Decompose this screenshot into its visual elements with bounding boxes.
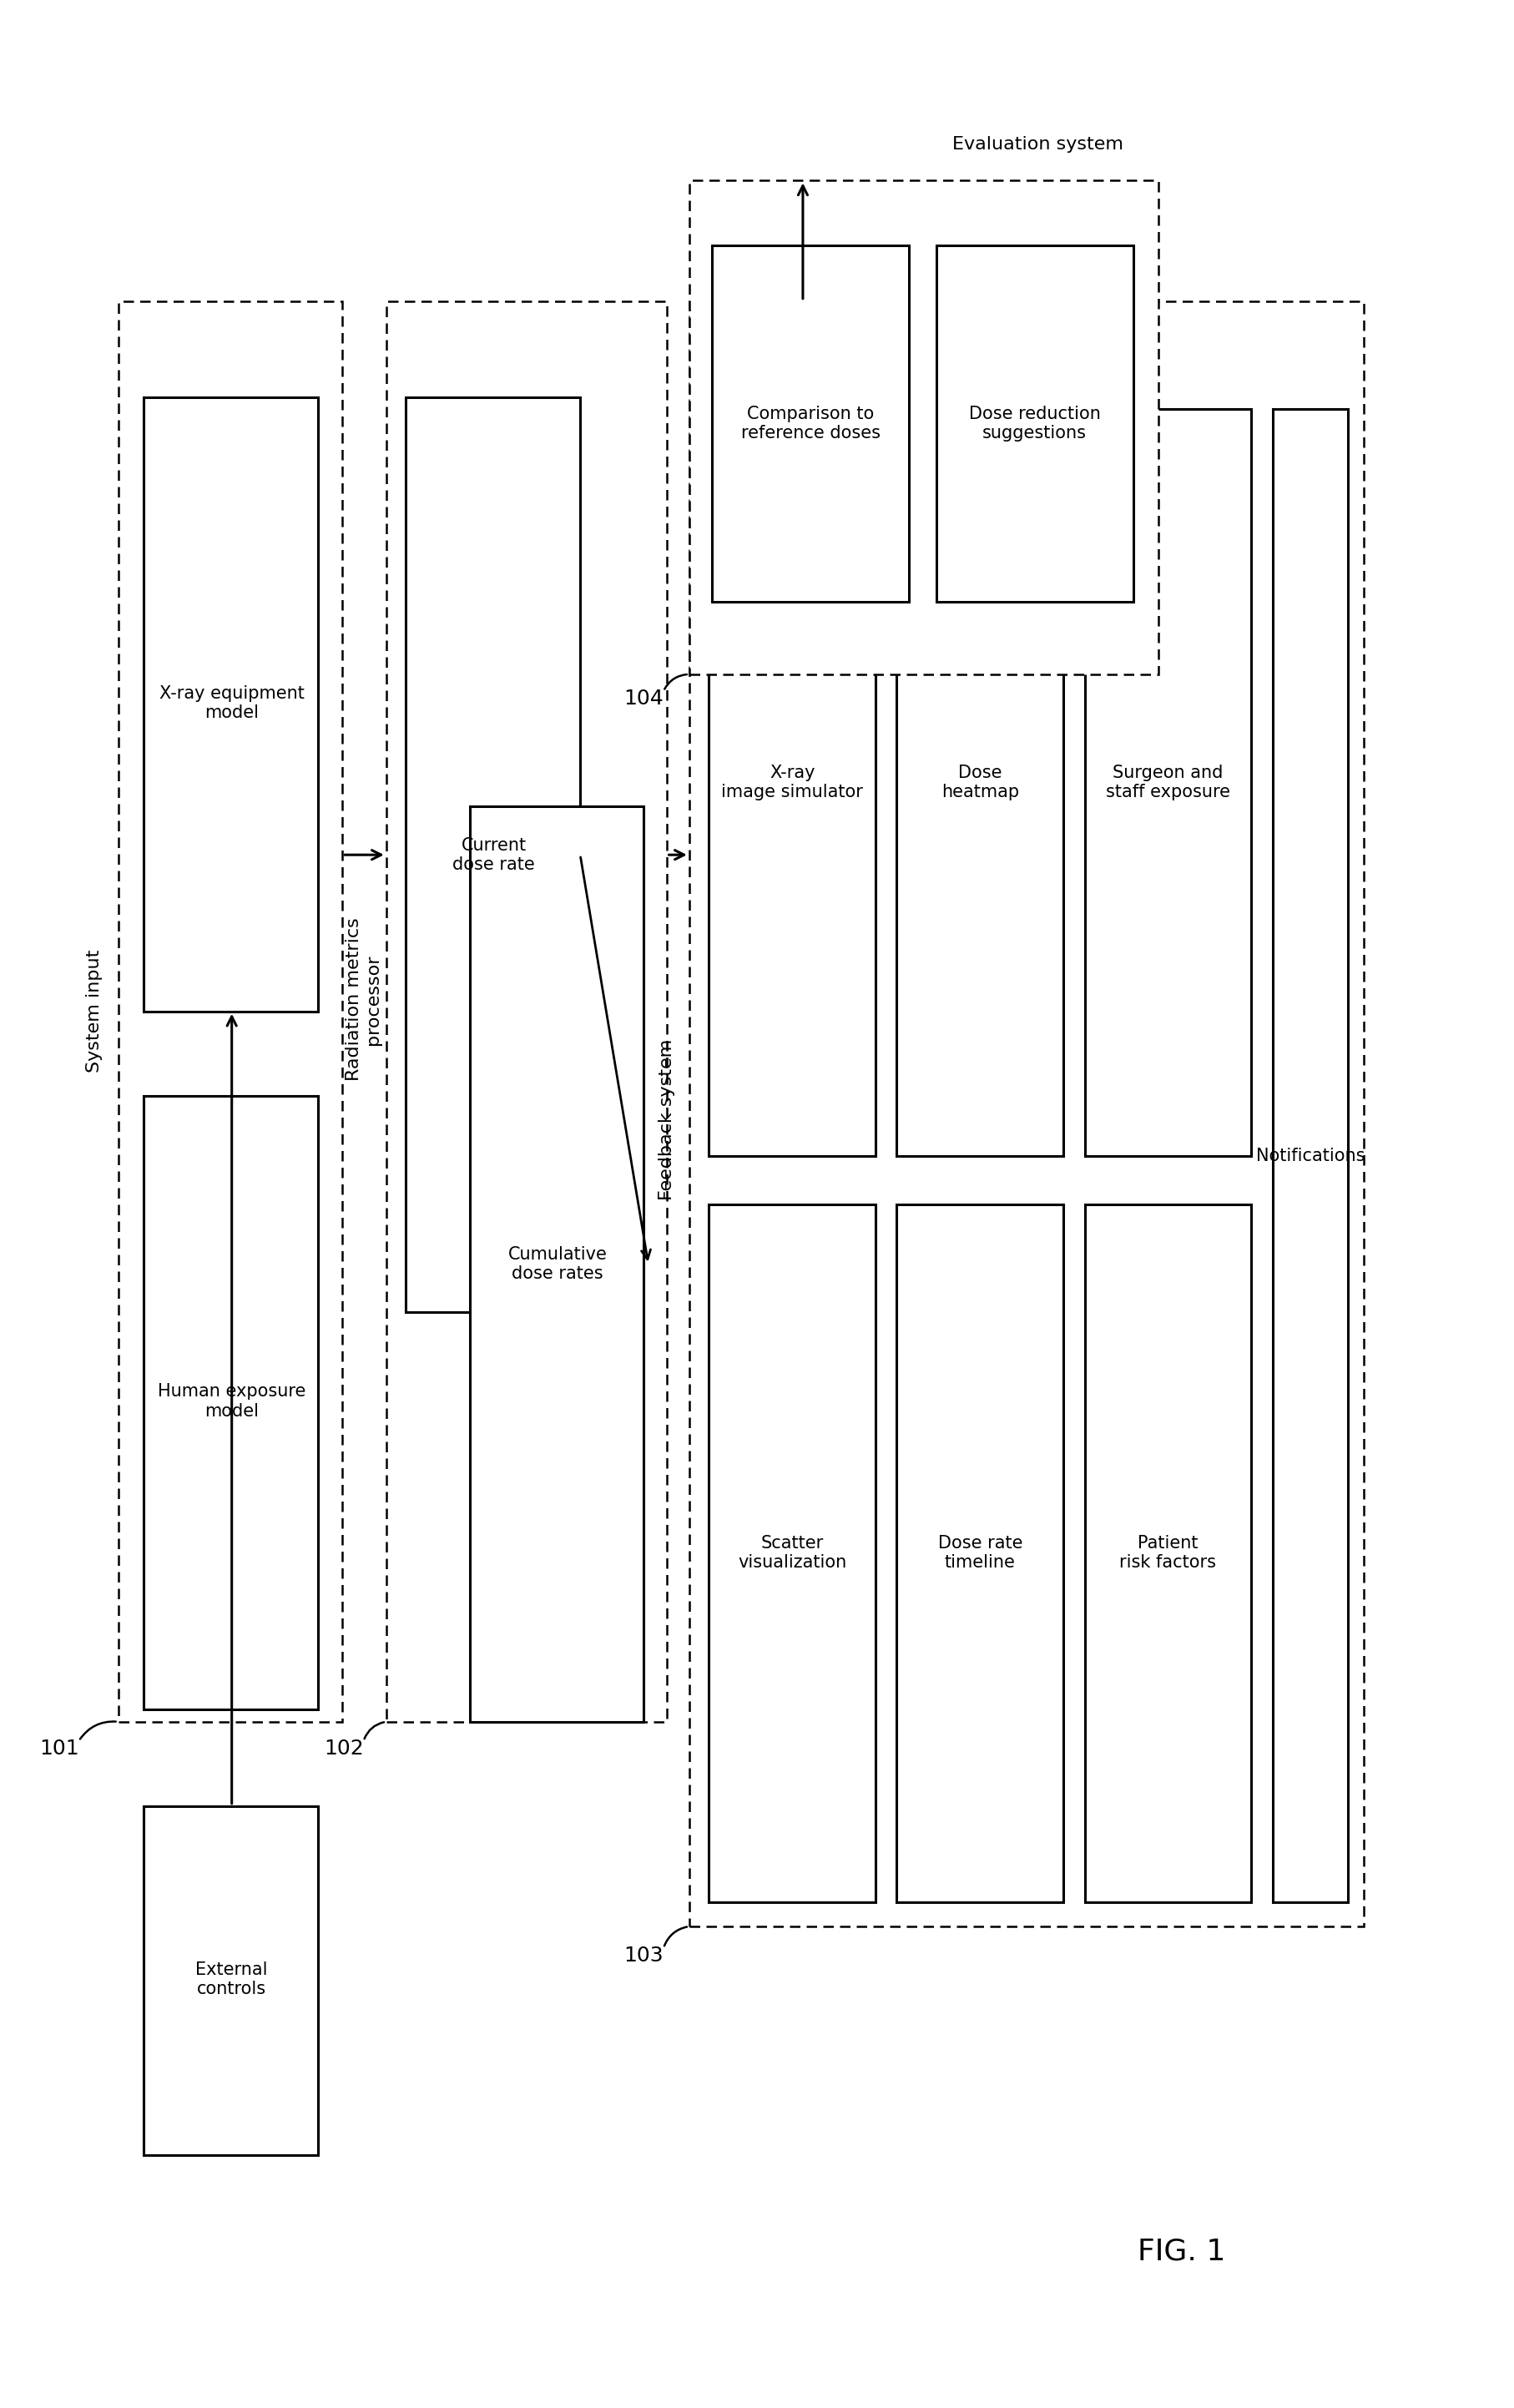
Text: Patient
risk factors: Patient risk factors [1119, 1536, 1216, 1570]
Text: Human exposure
model: Human exposure model [157, 1385, 306, 1418]
Text: Dose rate
timeline: Dose rate timeline [937, 1536, 1022, 1570]
Text: Evaluation system: Evaluation system [952, 137, 1122, 152]
Text: FIG. 1: FIG. 1 [1137, 2237, 1225, 2266]
Text: Feedback system: Feedback system [657, 1040, 675, 1199]
Text: Comparison to
reference doses: Comparison to reference doses [740, 407, 880, 441]
Bar [386, 301, 666, 1722]
Text: 104: 104 [624, 689, 663, 708]
Bar [144, 1096, 318, 1710]
Bar [689, 301, 1363, 1926]
Text: 101: 101 [39, 1739, 79, 1758]
Bar [118, 301, 342, 1722]
Bar [144, 397, 318, 1011]
Text: External
controls: External controls [195, 1963, 268, 1996]
Bar [1084, 409, 1251, 1156]
Text: Current
dose rate: Current dose rate [453, 838, 534, 872]
Text: Radiation metrics
processor: Radiation metrics processor [345, 917, 382, 1081]
Bar [406, 397, 580, 1312]
Text: X-ray
image simulator: X-ray image simulator [721, 766, 863, 799]
Bar [896, 409, 1063, 1156]
Text: Cumulative
dose rates: Cumulative dose rates [507, 1247, 607, 1281]
Text: Surgeon and
staff exposure: Surgeon and staff exposure [1105, 766, 1229, 799]
Bar [896, 1204, 1063, 1902]
Bar [469, 807, 643, 1722]
Text: Scatter
visualization: Scatter visualization [737, 1536, 846, 1570]
Bar [709, 409, 875, 1156]
Text: System input: System input [85, 949, 103, 1074]
Bar [709, 1204, 875, 1902]
Bar [689, 181, 1158, 674]
Text: Dose reduction
suggestions: Dose reduction suggestions [969, 407, 1099, 441]
Bar [1084, 1204, 1251, 1902]
Bar [1272, 409, 1347, 1902]
Text: 102: 102 [324, 1739, 363, 1758]
Text: Notifications: Notifications [1255, 1149, 1364, 1163]
Text: X-ray equipment
model: X-ray equipment model [159, 686, 304, 720]
Bar [144, 1806, 318, 2155]
Text: Dose
heatmap: Dose heatmap [940, 766, 1019, 799]
Bar [936, 246, 1132, 602]
Text: 103: 103 [624, 1946, 663, 1965]
Bar [712, 246, 908, 602]
